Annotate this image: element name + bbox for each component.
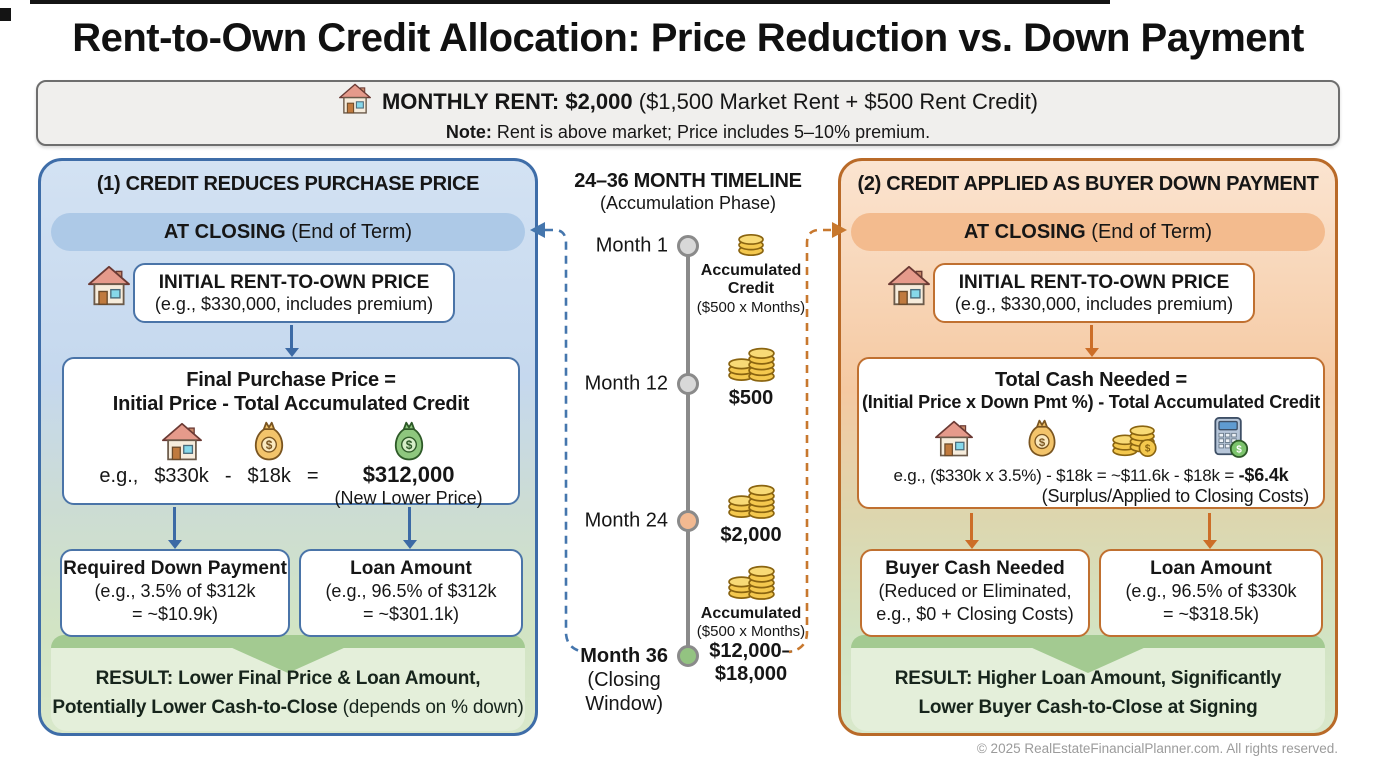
panel2-formula-sub: (Surplus/Applied to Closing Costs) — [1041, 485, 1310, 506]
month24-amount: $2,000 — [720, 524, 782, 546]
banner-note: Note: Rent is above market; Price includ… — [445, 122, 931, 142]
scan-artifact-top — [30, 0, 1110, 4]
month36-amount: $12,000– — [709, 640, 793, 663]
down-arrow — [1084, 325, 1099, 357]
coins-dollar-icon: $ — [1108, 418, 1160, 463]
panel2-at-closing-pill: AT CLOSING (End of Term) — [851, 213, 1325, 251]
coins-stack-icon — [724, 484, 778, 523]
coins-stack-icon — [724, 565, 778, 604]
svg-text:$: $ — [1236, 444, 1242, 455]
panel2-result-line2: Lower Buyer Cash-to-Close at Signing — [918, 696, 1258, 718]
timeline-line — [686, 246, 690, 656]
timeline-dot-month1 — [677, 235, 699, 257]
svg-text:$: $ — [1039, 436, 1046, 448]
minus-operator: - — [224, 465, 232, 487]
final-price-value: $312,000 — [362, 462, 455, 487]
down-arrow — [964, 513, 979, 549]
timeline-month36-credit: Accumulated ($500 x Months) $12,000– $18… — [685, 558, 817, 686]
svg-text:$: $ — [405, 438, 412, 452]
house-icon — [154, 422, 209, 462]
panel1-at-closing-pill: AT CLOSING (End of Term) — [51, 213, 525, 251]
timeline-title: 24–36 MONTH TIMELINE — [574, 170, 802, 192]
coins-small-icon — [734, 234, 768, 261]
house-icon — [887, 265, 931, 312]
monthly-rent-amount: MONTHLY RENT: $2,000 — [381, 89, 633, 114]
timeline-subtitle: (Accumulation Phase) — [599, 193, 777, 213]
down-arrow — [402, 507, 417, 549]
panel1-result-line1: RESULT: Lower Final Price & Loan Amount, — [95, 668, 481, 689]
month12-amount: $500 — [728, 387, 774, 409]
timeline-month1-credit: Accumulated Credit ($500 x Months) — [685, 233, 817, 316]
timeline-label-month24: Month 24 — [584, 509, 668, 532]
formula-prefix: e.g., — [99, 465, 139, 487]
panel1-down-payment-box: Required Down Payment (e.g., 3.5% of $31… — [60, 549, 290, 637]
timeline-month24-credit: $2,000 — [685, 477, 817, 547]
monthly-rent-banner: MONTHLY RENT: $2,000 ($1,500 Market Rent… — [36, 80, 1340, 146]
page-title: Rent-to-Own Credit Allocation: Price Red… — [72, 16, 1304, 60]
panel2-formula-box: Total Cash Needed = (Initial Price x Dow… — [857, 357, 1325, 509]
panel-credit-reduces-price: (1) CREDIT REDUCES PURCHASE PRICE AT CLO… — [38, 158, 538, 736]
panel2-formula-line: e.g., ($330k x 3.5%) - $18k = ~$11.6k - … — [893, 464, 1289, 485]
result-band — [851, 635, 1325, 648]
credit-value: $18k — [247, 465, 291, 487]
panel-credit-as-down-payment: (2) CREDIT APPLIED AS BUYER DOWN PAYMENT… — [838, 158, 1338, 736]
result-chevron — [1030, 647, 1146, 673]
final-price-label: (New Lower Price) — [334, 488, 483, 508]
panel1-result-line2: Potentially Lower Cash-to-Close (depends… — [52, 696, 524, 718]
result-band — [51, 635, 525, 648]
money-bag-gold-icon: $ — [247, 420, 290, 462]
timeline-dot-month12 — [677, 373, 699, 395]
timeline-label-month12: Month 12 — [584, 372, 668, 395]
timeline-dot-month24 — [677, 510, 699, 532]
house-icon — [338, 83, 372, 121]
timeline-label-month36: Month 36 (Closing Window) — [580, 645, 668, 715]
result-chevron — [230, 647, 346, 673]
panel2-result-line1: RESULT: Higher Loan Amount, Significantl… — [894, 668, 1282, 689]
monthly-rent-line: MONTHLY RENT: $2,000 ($1,500 Market Rent… — [338, 83, 1038, 121]
down-arrow — [167, 507, 182, 549]
timeline-dot-month36 — [677, 645, 699, 667]
panel1-header: (1) CREDIT REDUCES PURCHASE PRICE — [96, 173, 480, 195]
svg-text:$: $ — [266, 438, 273, 452]
scan-artifact-corner — [0, 8, 11, 21]
equals-operator: = — [306, 465, 319, 487]
money-bag-gold-icon: $ — [1024, 418, 1060, 463]
panel2-header: (2) CREDIT APPLIED AS BUYER DOWN PAYMENT — [857, 173, 1319, 195]
monthly-rent-detail: ($1,500 Market Rent + $500 Rent Credit) — [632, 89, 1039, 114]
timeline-label-month1: Month 1 — [595, 234, 668, 257]
timeline-month12-credit: $500 — [685, 340, 817, 410]
coins-stack-icon — [724, 347, 778, 386]
panel2-buyer-cash-box: Buyer Cash Needed (Reduced or Eliminated… — [860, 549, 1090, 637]
panel1-result: RESULT: Lower Final Price & Loan Amount,… — [51, 635, 525, 731]
money-bag-green-icon: $ — [335, 420, 483, 462]
panel2-loan-amount-box: Loan Amount (e.g., 96.5% of $330k = ~$31… — [1099, 549, 1323, 637]
panel1-initial-price-box: INITIAL RENT-TO-OWN PRICE (e.g., $330,00… — [133, 263, 455, 323]
svg-text:$: $ — [1145, 443, 1151, 454]
initial-price-value: $330k — [154, 465, 209, 487]
panel1-formula-box: Final Purchase Price = Initial Price - T… — [62, 357, 520, 508]
house-icon — [87, 265, 131, 312]
panel2-initial-price-box: INITIAL RENT-TO-OWN PRICE (e.g., $330,00… — [933, 263, 1255, 323]
panel1-loan-amount-box: Loan Amount (e.g., 96.5% of $312k = ~$30… — [299, 549, 523, 637]
copyright-text: © 2025 RealEstateFinancialPlanner.com. A… — [976, 741, 1338, 756]
down-arrow — [284, 325, 299, 357]
down-arrow — [1202, 513, 1217, 549]
panel2-result: RESULT: Higher Loan Amount, Significantl… — [851, 635, 1325, 731]
calculator-icon: $ — [1209, 416, 1249, 463]
house-icon — [933, 420, 975, 463]
